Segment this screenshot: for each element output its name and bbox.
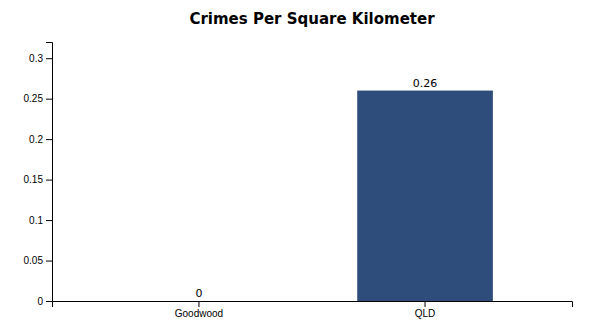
x-tick: QLD (415, 301, 436, 319)
y-tick-label: 0 (37, 296, 43, 307)
y-tick: 0.05 (24, 255, 52, 266)
x-tick-label: QLD (415, 308, 436, 319)
y-tick: 0.3 (29, 53, 52, 64)
y-tick: 0.2 (29, 134, 52, 145)
bar (131, 301, 267, 302)
y-tick-label: 0.2 (29, 134, 43, 145)
y-tick-label: 0.25 (24, 93, 44, 104)
y-tick: 0.25 (24, 93, 52, 104)
y-tick-mark (46, 139, 52, 140)
y-tick-label: 0.1 (29, 215, 43, 226)
y-axis-line (46, 43, 53, 302)
y-tick-label: 0.15 (24, 174, 44, 185)
y-tick: 0.15 (24, 174, 52, 185)
data-labels: 00.26 (195, 77, 437, 300)
y-tick-mark (46, 180, 52, 181)
y-tick-mark (46, 58, 52, 59)
y-tick-mark (46, 99, 52, 100)
y-tick-mark (46, 220, 52, 221)
x-tick: Goodwood (175, 301, 223, 319)
plot: 00.050.10.150.20.250.3GoodwoodQLD00.26 (24, 43, 573, 320)
x-tick-mark (198, 301, 199, 307)
x-tick-mark (425, 301, 426, 307)
y-axis: 0 0.05 0.1 0.15 0.2 0.25 0.3 (24, 43, 53, 307)
y-tick: 0 (37, 296, 52, 307)
title: Crimes Per Square Kilometer (189, 10, 435, 28)
data-label: 0.26 (413, 77, 438, 90)
y-tick: 0.1 (29, 215, 52, 226)
y-tick-mark (46, 301, 52, 302)
x-axis: Goodwood QLD (53, 301, 573, 319)
y-tick-mark (46, 261, 52, 262)
y-tick-label: 0.3 (29, 53, 43, 64)
chart-svg: 00.050.10.150.20.250.3GoodwoodQLD00.26Cr… (0, 0, 592, 333)
bar (357, 91, 493, 301)
chart-container: 00.050.10.150.20.250.3GoodwoodQLD00.26Cr… (0, 0, 592, 333)
x-tick-label: Goodwood (175, 308, 223, 319)
x-axis-line (53, 302, 573, 308)
y-tick-label: 0.05 (24, 255, 44, 266)
data-label: 0 (195, 287, 202, 300)
bars (357, 91, 493, 301)
